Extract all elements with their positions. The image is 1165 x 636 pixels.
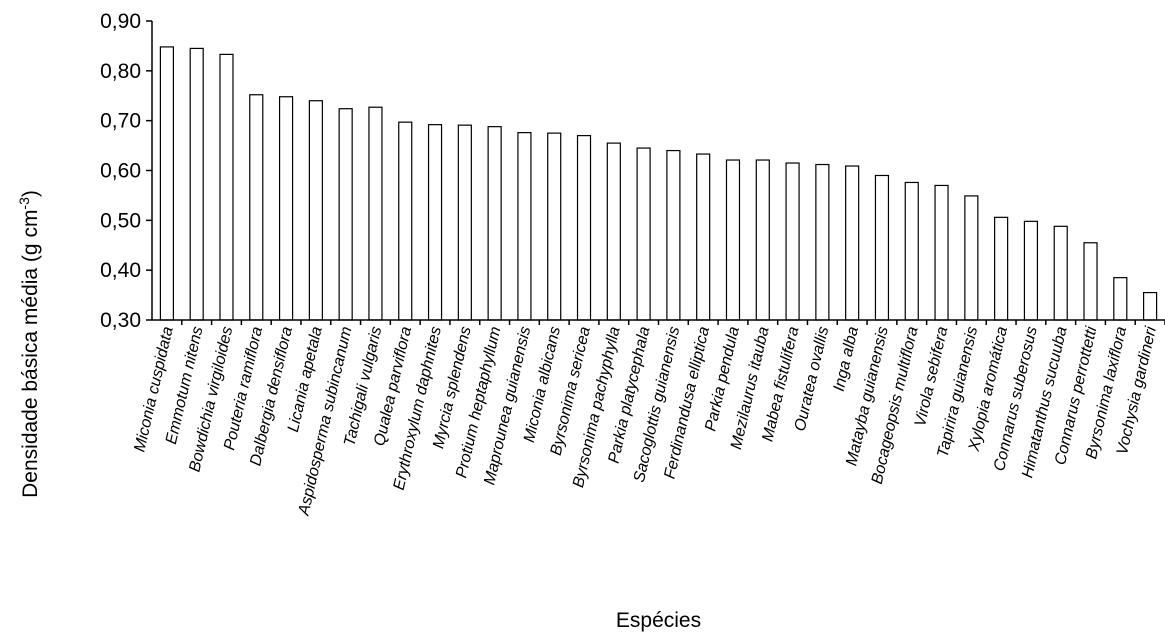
y-tick-label: 0,50 [100,209,141,232]
y-tick-label: 0,60 [100,160,141,183]
bar [755,159,770,321]
bar [576,135,592,321]
bar [636,147,651,321]
bar [815,163,830,321]
y-tick-label: 0,30 [100,309,141,332]
bar [368,106,383,321]
bar [874,174,890,321]
bar [934,184,949,321]
bar [696,153,711,321]
bar [457,124,472,321]
bar [994,216,1009,321]
x-category-label: Inga alba [831,325,862,393]
y-tick-label: 0,90 [100,10,141,33]
bar [1143,291,1158,321]
bar [964,195,979,321]
bar [308,100,323,321]
y-axis-title: Densidade básica média (g cm-3) [16,190,42,498]
y-axis-title-sup: -3 [16,197,32,210]
y-tick-label: 0,70 [100,110,141,133]
bar [1083,242,1098,321]
bar [606,142,621,321]
y-axis-title-main: Densidade básica média (g cm [19,210,42,498]
bar [427,124,443,321]
y-axis-title-end: ) [19,190,42,197]
bar [547,132,562,321]
y-tick-label: 0,40 [100,259,141,282]
axes-group [151,21,1165,321]
bar [278,96,294,321]
bar [398,121,413,321]
bar [159,46,174,321]
bar [1023,220,1039,321]
bar [338,108,353,321]
bar [189,47,204,321]
bar [1053,225,1068,321]
bar [1113,277,1128,321]
bar [517,132,532,321]
bar [666,149,681,321]
y-tick-label: 0,80 [100,60,141,83]
bar [249,94,264,321]
x-axis-title: Espécies [616,609,701,632]
y-ticks-group: 0,30 0,40 0,50 0,60 0,70 0,80 0,90 [100,10,152,332]
bar [845,165,860,321]
bars-group [159,46,1158,321]
bar [904,181,919,321]
bar [725,159,741,321]
bar [219,53,234,321]
bar [785,162,800,321]
bar [487,126,502,321]
